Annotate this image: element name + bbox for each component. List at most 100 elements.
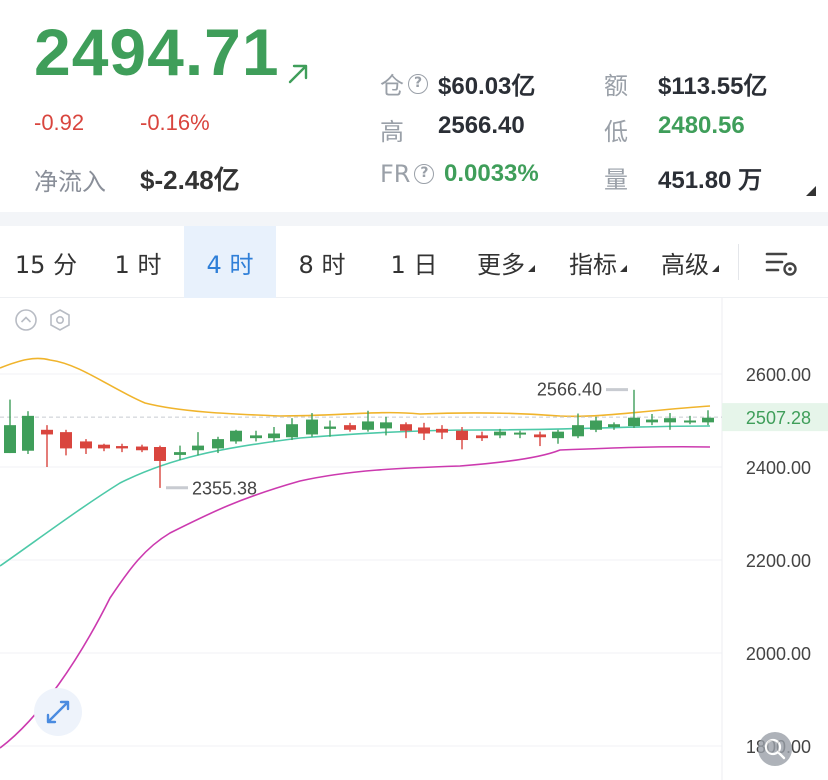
tab-advanced[interactable]: 高级: [644, 226, 736, 298]
zoom-icon: [764, 738, 786, 760]
turnover-label: 额: [604, 72, 628, 100]
open-interest-value: $60.03亿: [438, 73, 536, 100]
dropdown-icon: [528, 264, 535, 272]
chart-canvas[interactable]: 2600.002400.002200.002000.001800.002507.…: [0, 298, 828, 780]
tab-more[interactable]: 更多: [460, 226, 552, 298]
ma-teal-line: [0, 425, 711, 567]
candle-body: [684, 420, 696, 423]
candle-body: [22, 415, 34, 451]
price-change-pct: -0.16%: [140, 110, 210, 135]
tab-label: 4 时: [206, 250, 254, 279]
candle-body: [400, 424, 412, 431]
open-interest-label[interactable]: 仓 ?: [380, 66, 428, 101]
low-marker-label: 2355.38: [192, 479, 257, 499]
candle-body: [608, 424, 620, 428]
tab-label: 1 日: [390, 250, 438, 279]
candle-body: [98, 444, 110, 449]
low-value: 2480.56: [658, 112, 745, 139]
y-axis-tick-label: 2600.00: [746, 365, 811, 385]
high-label: 高: [380, 118, 404, 146]
candle-body: [514, 432, 526, 435]
ma-yellow-line: [0, 357, 711, 418]
candle-body: [380, 422, 392, 429]
help-icon[interactable]: ?: [414, 164, 435, 184]
candle-body: [268, 433, 280, 439]
y-axis-tick-label: 2200.00: [746, 551, 811, 571]
netflow-label: 净流入: [34, 168, 106, 196]
funding-rate-value: 0.0033%: [444, 160, 539, 187]
candle-body: [552, 431, 564, 439]
candle-body: [344, 425, 356, 430]
tab-label: 8 时: [298, 250, 346, 279]
candlestick-chart[interactable]: 2600.002400.002200.002000.001800.002507.…: [0, 298, 828, 780]
netflow-value: $-2.48亿: [140, 165, 240, 195]
candle-body: [494, 431, 506, 436]
volume-value: 451.80 万: [658, 167, 763, 194]
candle-body: [60, 432, 72, 449]
chevron-up-circle-icon[interactable]: [14, 308, 38, 332]
candle-body: [456, 430, 468, 441]
current-price-label: 2507.28: [746, 408, 811, 428]
candle-body: [174, 452, 186, 455]
candle-body: [250, 435, 262, 439]
candle-body: [534, 434, 546, 438]
candle-body: [4, 425, 16, 454]
dropdown-icon: [620, 264, 627, 272]
zoom-button[interactable]: [758, 732, 792, 766]
tab-label: 更多: [477, 250, 525, 279]
hexagon-settings-icon[interactable]: [48, 308, 72, 332]
expand-button[interactable]: [34, 688, 82, 736]
candle-body: [116, 446, 128, 449]
candle-body: [590, 420, 602, 430]
tab-4h[interactable]: 4 时: [184, 226, 276, 298]
candle-body: [362, 421, 374, 430]
candle-body: [436, 428, 448, 433]
high-marker-label: 2566.40: [537, 380, 602, 400]
candle-body: [324, 426, 336, 429]
funding-rate-label[interactable]: FR ?: [380, 160, 435, 188]
interval-tabs: 15 分 1 时 4 时 8 时 1 日 更多 指标 高级: [0, 226, 828, 298]
tab-1d[interactable]: 1 日: [368, 226, 460, 298]
tab-8h[interactable]: 8 时: [276, 226, 368, 298]
tab-label: 15 分: [14, 250, 78, 279]
candle-body: [286, 424, 298, 438]
help-icon[interactable]: ?: [408, 73, 428, 94]
arrow-up-right-icon: [288, 64, 308, 84]
funding-rate-label-text: FR: [380, 160, 411, 188]
tab-label: 高级: [661, 250, 709, 279]
candle-body: [646, 419, 658, 423]
candle-body: [628, 417, 640, 427]
price-change-abs: -0.92: [34, 110, 85, 135]
tab-1h[interactable]: 1 时: [92, 226, 184, 298]
tab-label: 指标: [569, 250, 617, 279]
turnover-value: $113.55亿: [658, 73, 768, 100]
candle-body: [41, 429, 53, 435]
current-price-tag: [722, 403, 828, 432]
candle-body: [418, 427, 430, 434]
open-interest-label-text: 仓: [380, 72, 404, 100]
chart-settings-icon[interactable]: [764, 248, 798, 278]
candle-body: [212, 439, 224, 449]
candle-body: [80, 441, 92, 449]
tab-label: 1 时: [114, 250, 162, 279]
candle-body: [306, 419, 318, 435]
ticker-header: 2494.71 -0.92 -0.16% 净流入 $-2.48亿 仓 ? $60…: [0, 0, 828, 212]
candle-body: [230, 430, 242, 442]
high-value: 2566.40: [438, 112, 525, 139]
tab-indicators[interactable]: 指标: [552, 226, 644, 298]
low-label: 低: [604, 118, 628, 146]
last-price: 2494.71: [34, 15, 280, 89]
y-axis-tick-label: 2000.00: [746, 644, 811, 664]
tab-15m[interactable]: 15 分: [0, 226, 92, 298]
ma-magenta-line: [0, 445, 711, 749]
candle-body: [136, 446, 148, 451]
dropdown-icon: [712, 264, 719, 272]
y-axis-tick-label: 2400.00: [746, 458, 811, 478]
expand-stats-icon[interactable]: [806, 186, 816, 196]
candle-body: [192, 445, 204, 451]
candle-body: [476, 435, 488, 439]
candle-body: [154, 447, 166, 461]
expand-icon: [46, 700, 70, 724]
section-divider: [0, 212, 828, 226]
candle-body: [572, 425, 584, 437]
